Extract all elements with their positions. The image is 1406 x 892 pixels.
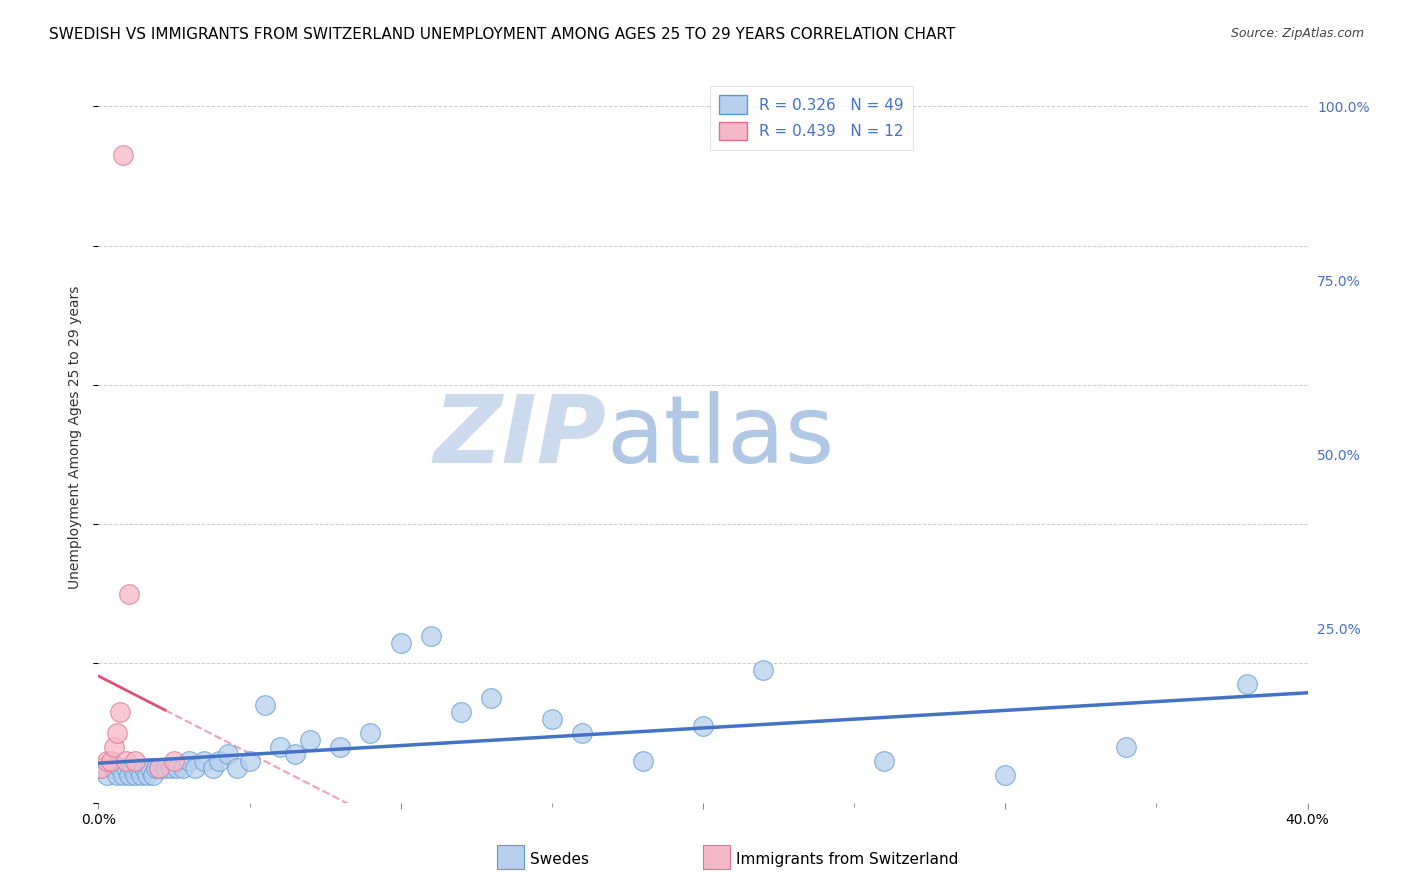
Point xyxy=(208,754,231,768)
Point xyxy=(103,761,125,775)
Point xyxy=(299,733,322,747)
Text: Swedes: Swedes xyxy=(530,853,589,867)
Point xyxy=(135,768,157,782)
Legend: R = 0.326   N = 49, R = 0.439   N = 12: R = 0.326 N = 49, R = 0.439 N = 12 xyxy=(710,87,912,150)
Point xyxy=(284,747,307,761)
Point xyxy=(481,691,503,706)
Point xyxy=(540,712,562,726)
Point xyxy=(253,698,276,713)
Point xyxy=(114,754,136,768)
Point xyxy=(153,761,176,775)
Point xyxy=(124,754,146,768)
Point xyxy=(118,768,141,782)
Point xyxy=(631,754,654,768)
Point xyxy=(752,664,775,678)
Point xyxy=(148,761,170,775)
Point xyxy=(179,754,201,768)
Point xyxy=(108,761,131,775)
Point xyxy=(420,629,443,643)
Point xyxy=(127,761,149,775)
Point xyxy=(132,761,155,775)
Point xyxy=(90,761,112,775)
Point xyxy=(114,761,136,775)
Point xyxy=(111,768,134,782)
Point xyxy=(163,754,186,768)
Point xyxy=(873,754,896,768)
Text: SWEDISH VS IMMIGRANTS FROM SWITZERLAND UNEMPLOYMENT AMONG AGES 25 TO 29 YEARS CO: SWEDISH VS IMMIGRANTS FROM SWITZERLAND U… xyxy=(49,27,956,42)
Point xyxy=(269,740,291,755)
Point xyxy=(450,705,472,719)
Point xyxy=(1236,677,1258,691)
Point xyxy=(360,726,382,740)
Y-axis label: Unemployment Among Ages 25 to 29 years: Unemployment Among Ages 25 to 29 years xyxy=(69,285,83,589)
Point xyxy=(226,761,249,775)
Point xyxy=(96,754,118,768)
Point xyxy=(121,761,143,775)
Point xyxy=(329,740,352,755)
Text: Immigrants from Switzerland: Immigrants from Switzerland xyxy=(735,853,957,867)
Point xyxy=(145,761,167,775)
Point xyxy=(1115,740,1137,755)
Point xyxy=(124,768,146,782)
Point xyxy=(142,768,165,782)
Point xyxy=(193,754,215,768)
Point xyxy=(571,726,593,740)
Point xyxy=(100,754,122,768)
Point xyxy=(90,761,112,775)
Point xyxy=(139,761,162,775)
Text: atlas: atlas xyxy=(606,391,835,483)
Point xyxy=(239,754,262,768)
Text: Source: ZipAtlas.com: Source: ZipAtlas.com xyxy=(1230,27,1364,40)
Bar xyxy=(498,846,524,869)
Point xyxy=(389,635,412,649)
Point xyxy=(129,768,152,782)
Point xyxy=(202,761,225,775)
Text: ZIP: ZIP xyxy=(433,391,606,483)
Point xyxy=(184,761,207,775)
Point xyxy=(111,148,134,162)
Point xyxy=(160,761,183,775)
Point xyxy=(105,726,128,740)
Point xyxy=(96,768,118,782)
Point xyxy=(103,740,125,755)
Point xyxy=(118,587,141,601)
Point xyxy=(108,705,131,719)
Point xyxy=(994,768,1017,782)
Point xyxy=(692,719,714,733)
Bar xyxy=(703,846,730,869)
Point xyxy=(217,747,239,761)
Point xyxy=(105,768,128,782)
Point xyxy=(166,761,188,775)
Point xyxy=(172,761,194,775)
Point xyxy=(148,761,170,775)
